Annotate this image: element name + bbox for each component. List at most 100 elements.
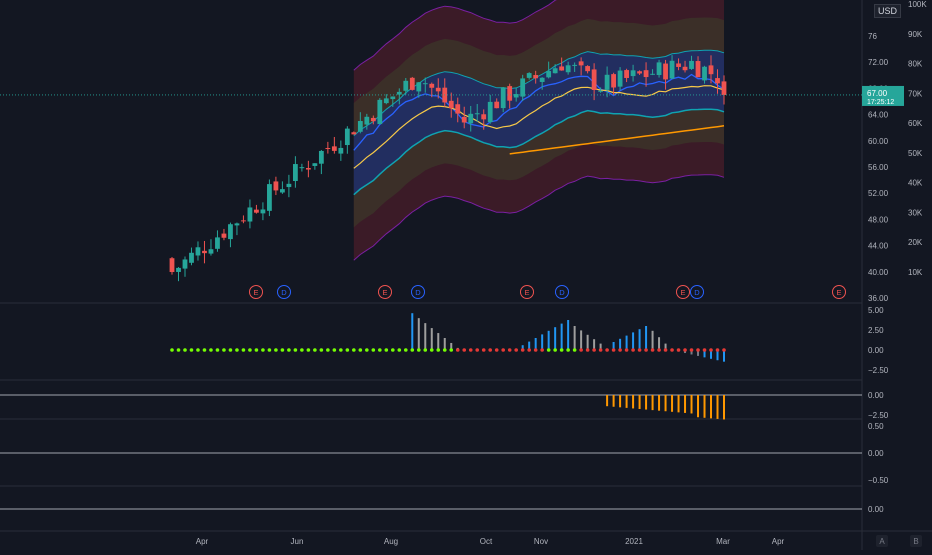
candle-body (650, 73, 655, 75)
candle-body (292, 164, 298, 182)
squeeze-dot (540, 348, 544, 352)
candle-body (228, 224, 233, 240)
candle-body (611, 74, 616, 88)
earnings-marker: E (520, 285, 534, 299)
squeeze-dot (683, 348, 687, 352)
event-marker-circle (676, 285, 690, 299)
time-axis-tick-label: Jun (291, 537, 304, 546)
squeeze-dot (339, 348, 343, 352)
event-marker-label: E (524, 288, 529, 297)
pane2-bar (606, 395, 609, 407)
candle-body (215, 237, 220, 249)
price-axis-tick-label: 52.00 (868, 189, 889, 198)
price-tag-background (862, 85, 904, 106)
momentum-bar (664, 343, 667, 350)
squeeze-dot (559, 348, 564, 352)
event-marker-circle (378, 285, 392, 299)
squeeze-dot (592, 348, 596, 352)
candle-body (663, 63, 668, 80)
squeeze-dot (585, 348, 590, 352)
candle-body (715, 78, 720, 84)
event-marker-label: D (694, 288, 700, 297)
earnings-marker: E (832, 285, 846, 299)
momentum-bar (716, 350, 719, 361)
candle-body (318, 150, 324, 164)
squeeze-dot (423, 348, 428, 352)
squeeze-dot (507, 348, 512, 352)
momentum-bar (554, 327, 557, 350)
momentum-histogram (170, 313, 726, 362)
candle-body (624, 70, 629, 78)
candle-body (494, 101, 500, 109)
squeeze-dot (488, 348, 493, 352)
squeeze-dot (631, 348, 635, 352)
candle-body (448, 100, 454, 109)
candle-body (396, 91, 402, 95)
momentum-bar (417, 318, 420, 350)
volume-axis-tick-label: 100K (908, 0, 927, 9)
earnings-marker: E (249, 285, 263, 299)
scale-mode-button-bg (910, 535, 922, 547)
candle-body (526, 73, 532, 78)
momentum-bar (703, 350, 706, 358)
candle-body (260, 209, 266, 214)
price-axis-tick-label: 60.00 (868, 137, 889, 146)
squeeze-dot (313, 348, 317, 352)
candle-body (182, 259, 188, 269)
squeeze-dot (670, 348, 674, 352)
time-axis-tick-label: Mar (716, 537, 730, 546)
price-axis-tick-label: 76 (868, 32, 877, 41)
event-marker-label: D (281, 288, 287, 297)
candle-body (546, 71, 552, 78)
pane2-bar (612, 395, 615, 407)
scale-mode-button-bg (876, 535, 888, 547)
event-marker-label: E (836, 288, 841, 297)
candle-body (241, 220, 246, 222)
squeeze-dot (475, 348, 480, 352)
squeeze-dot (481, 348, 486, 352)
volume-axis-tick-label: 40K (908, 179, 923, 188)
candle-body (604, 74, 610, 90)
candle-body (572, 64, 578, 66)
event-marker-label: E (253, 288, 258, 297)
momentum-bar (450, 342, 453, 350)
squeeze-dot (170, 348, 174, 352)
pane2-bar (651, 395, 654, 411)
momentum-axis-tick-label: −2.50 (868, 366, 889, 375)
time-axis-tick-label: Nov (534, 537, 548, 546)
candle-body (247, 207, 253, 222)
momentum-bar (528, 341, 531, 350)
squeeze-dot (228, 348, 233, 352)
squeeze-dot (494, 348, 499, 352)
pane3-axis-tick-label: 0.00 (868, 449, 884, 458)
squeeze-dot (319, 348, 324, 352)
squeeze-dot (410, 348, 415, 352)
volume-axis-tick-label: 20K (908, 238, 923, 247)
pane2-bar (684, 395, 687, 413)
squeeze-dot (202, 348, 207, 352)
event-marker-label: E (382, 288, 387, 297)
momentum-axis-tick-label: 5.00 (868, 306, 884, 315)
candle-body (533, 75, 539, 79)
squeeze-dot (715, 348, 720, 352)
pane2-axis-tick-label: 0.00 (868, 391, 884, 400)
squeeze-dot (209, 348, 213, 352)
squeeze-dot (429, 348, 434, 352)
price-axis-tick-label: 36.00 (868, 294, 889, 303)
candle-body (585, 66, 591, 72)
squeeze-dot (306, 348, 311, 352)
momentum-bar (560, 323, 563, 350)
price-axis-tick-label: 48.00 (868, 215, 889, 224)
candle-body (643, 70, 649, 78)
ema-mid-line (353, 85, 725, 169)
candle-body (481, 114, 487, 120)
candle-body (370, 117, 376, 122)
squeeze-dot (196, 348, 200, 352)
momentum-bar (612, 342, 615, 350)
volume-axis-tick-label: 60K (908, 119, 923, 128)
candle-body (552, 68, 558, 74)
currency-label[interactable]: USD (874, 4, 902, 18)
candle-body (617, 70, 623, 87)
price-axis-tick-label: 64.00 (868, 111, 889, 120)
